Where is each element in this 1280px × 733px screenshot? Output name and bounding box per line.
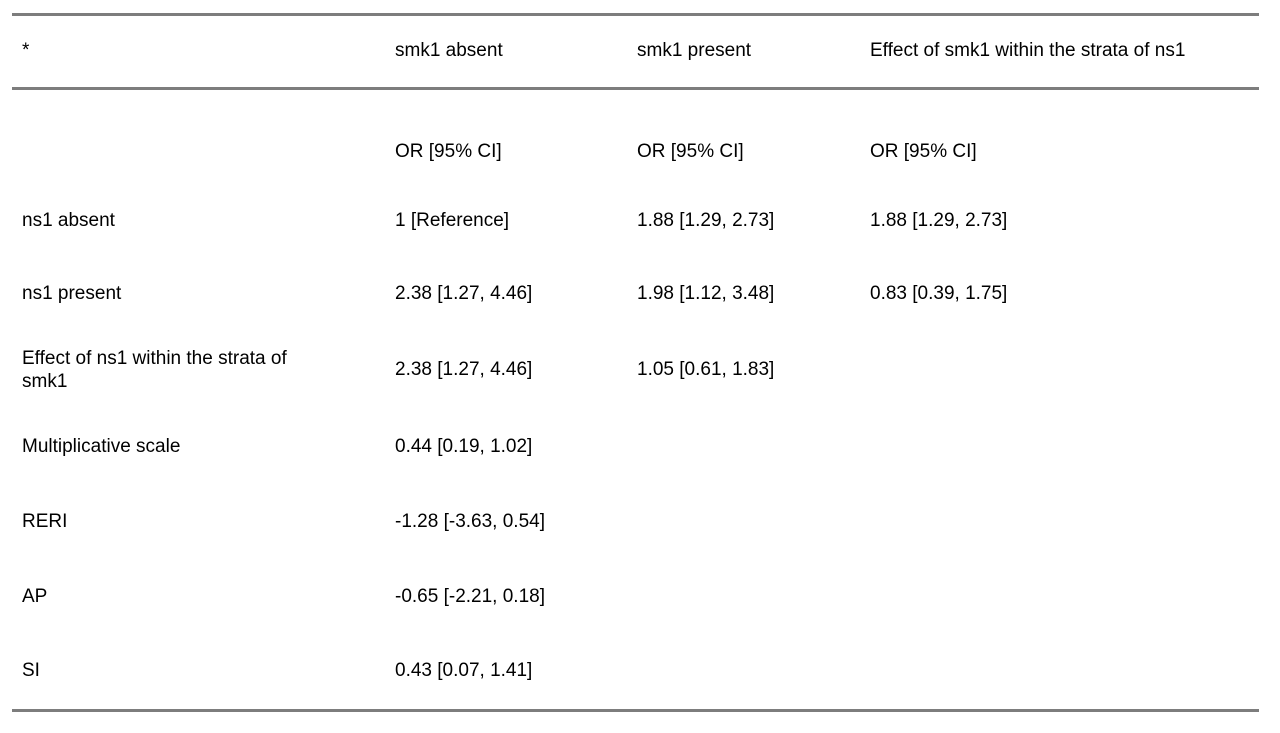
- value-cell: [860, 485, 1259, 560]
- value-cell: 2.38 [1.27, 4.46]: [395, 282, 533, 304]
- value-cell: 1.05 [0.61, 1.83]: [637, 359, 775, 381]
- value-cell: 1 [Reference]: [395, 210, 510, 232]
- value-cell: 2.38 [1.27, 4.46]: [395, 359, 533, 381]
- header-cell-smk1-absent: smk1 absent: [385, 14, 627, 90]
- row-label-cell: RERI: [22, 510, 68, 532]
- value-cell: OR [95% CI]: [870, 140, 977, 162]
- row-label-cell: Effect of ns1 within the strata of smk1: [22, 347, 287, 392]
- value-cell: 0.44 [0.19, 1.02]: [395, 435, 533, 457]
- value-cell: [627, 635, 860, 711]
- table-header-row: * smk1 absent smk1 present Effect of smk…: [12, 14, 1259, 90]
- row-label-cell: Multiplicative scale: [22, 435, 181, 457]
- header-cell-footnote-marker: *: [12, 14, 385, 90]
- value-cell: 0.43 [0.07, 1.41]: [395, 660, 533, 682]
- table-row-effect-of-ns1: Effect of ns1 within the strata of smk1 …: [12, 332, 1259, 410]
- header-cell-smk1-present: smk1 present: [627, 14, 860, 90]
- value-cell: [860, 635, 1259, 711]
- value-cell: [627, 410, 860, 485]
- table-row-ap: AP -0.65 [-2.21, 0.18]: [12, 560, 1259, 635]
- row-label-cell: ns1 absent: [22, 210, 115, 232]
- value-cell: 1.88 [1.29, 2.73]: [637, 210, 775, 232]
- row-label-cell: SI: [22, 660, 40, 682]
- table-row-si: SI 0.43 [0.07, 1.41]: [12, 635, 1259, 711]
- table-row-ns1-present: ns1 present 2.38 [1.27, 4.46] 1.98 [1.12…: [12, 257, 1259, 332]
- value-cell: [627, 560, 860, 635]
- value-cell: OR [95% CI]: [395, 140, 502, 162]
- value-cell: 0.83 [0.39, 1.75]: [870, 282, 1008, 304]
- row-label-cell: ns1 present: [22, 282, 122, 304]
- value-cell: [860, 332, 1259, 410]
- value-cell: 1.98 [1.12, 3.48]: [637, 282, 775, 304]
- header-cell-effect-of-smk1: Effect of smk1 within the strata of ns1: [860, 14, 1259, 90]
- row-label-cell: [12, 89, 385, 187]
- value-cell: -1.28 [-3.63, 0.54]: [395, 510, 545, 532]
- page: { "page": { "background": "#ffffff", "te…: [0, 13, 1280, 733]
- value-cell: [627, 485, 860, 560]
- row-label-cell: AP: [22, 585, 48, 607]
- table-row-multiplicative-scale: Multiplicative scale 0.44 [0.19, 1.02]: [12, 410, 1259, 485]
- value-cell: [860, 410, 1259, 485]
- value-cell: OR [95% CI]: [637, 140, 744, 162]
- table-row-ns1-absent: ns1 absent 1 [Reference] 1.88 [1.29, 2.7…: [12, 187, 1259, 257]
- value-cell: [860, 560, 1259, 635]
- value-cell: -0.65 [-2.21, 0.18]: [395, 585, 545, 607]
- table-row-reri: RERI -1.28 [-3.63, 0.54]: [12, 485, 1259, 560]
- value-cell: 1.88 [1.29, 2.73]: [870, 210, 1008, 232]
- interaction-analysis-table: * smk1 absent smk1 present Effect of smk…: [12, 13, 1259, 712]
- table-row-or-header: OR [95% CI] OR [95% CI] OR [95% CI]: [12, 89, 1259, 187]
